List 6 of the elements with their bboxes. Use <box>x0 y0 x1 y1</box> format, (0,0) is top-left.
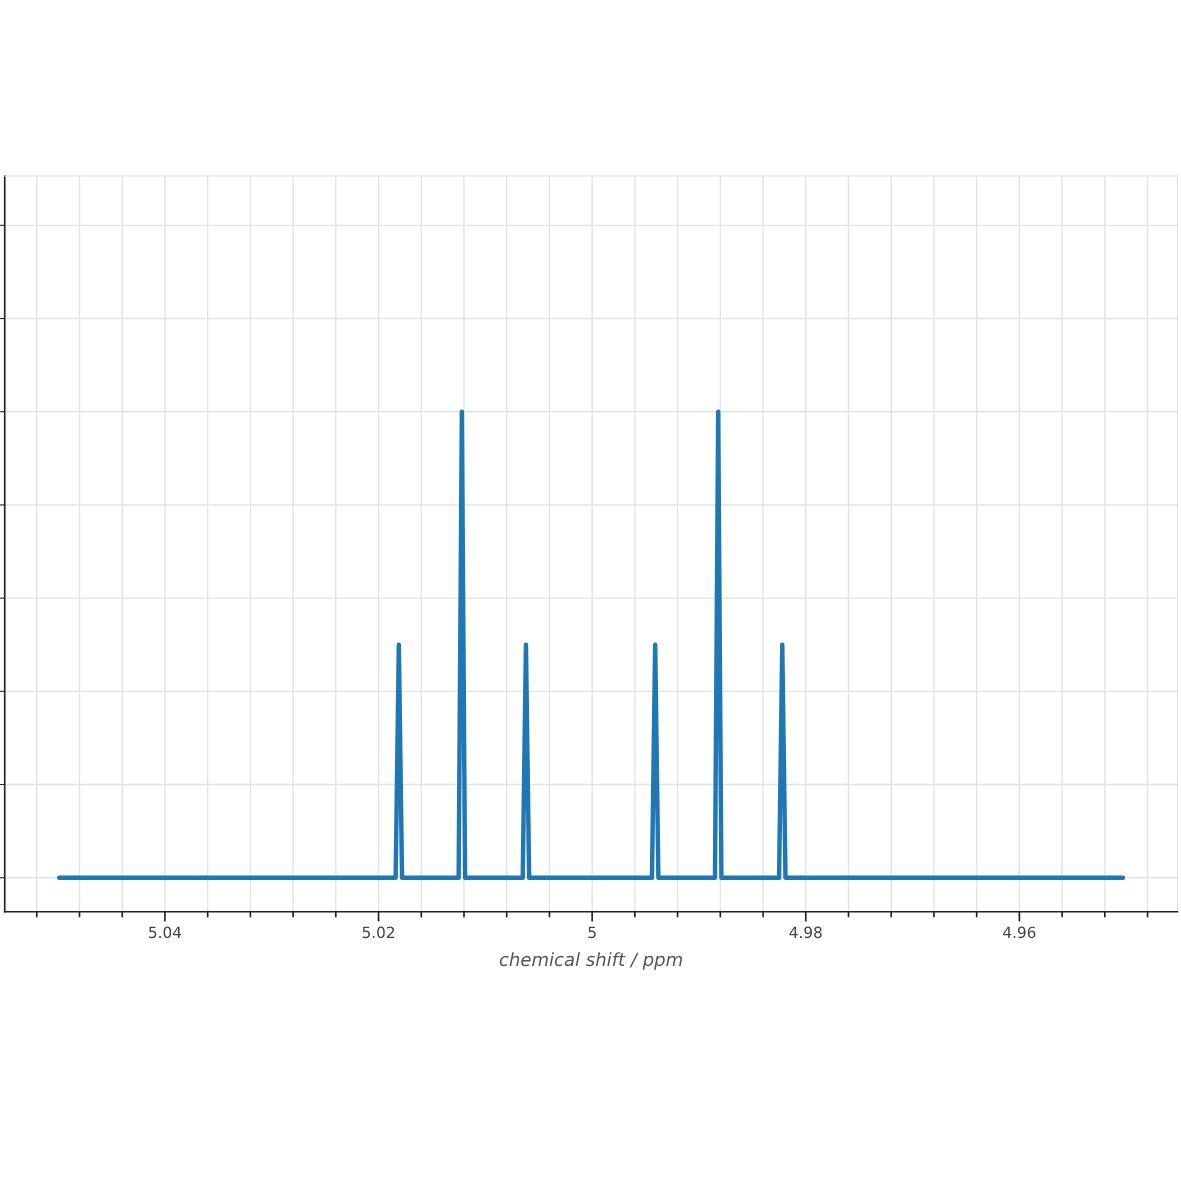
x-tick-label: 5 <box>588 926 596 939</box>
x-tick-label: 5.04 <box>149 926 182 939</box>
x-axis-title: chemical shift / ppm <box>499 952 682 970</box>
x-tick-label: 5.02 <box>362 926 395 939</box>
x-tick-label: 4.98 <box>789 926 822 939</box>
x-tick-label: 4.96 <box>1003 926 1036 939</box>
